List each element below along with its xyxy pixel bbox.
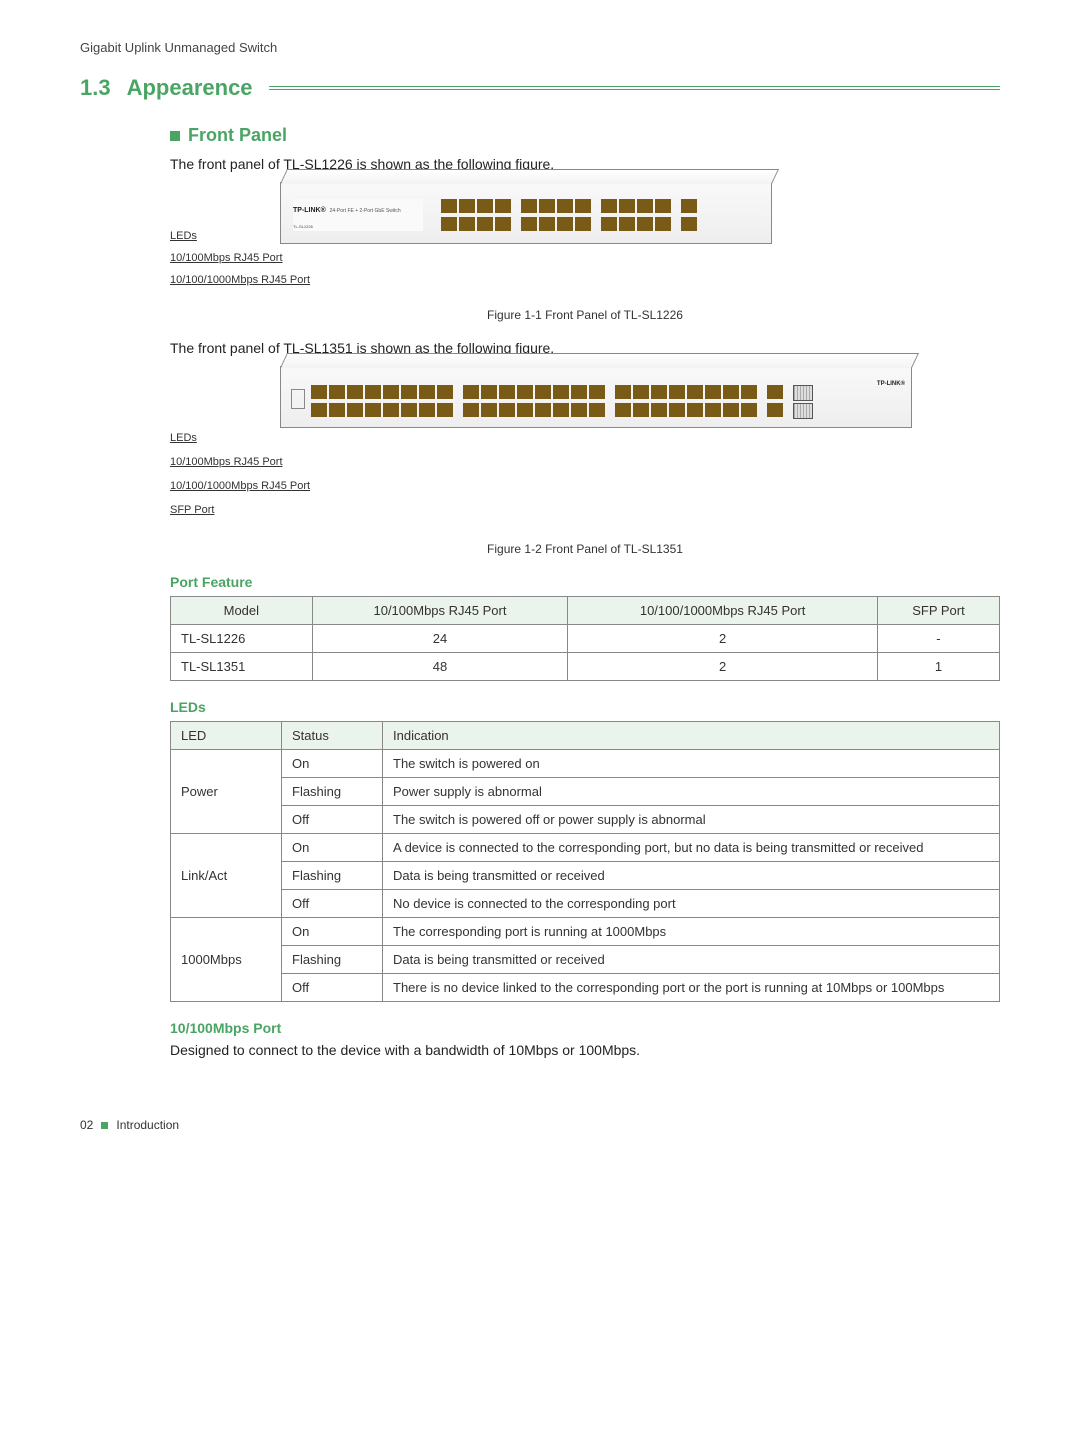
fig2-caption: Figure 1-2 Front Panel of TL-SL1351 [170, 542, 1000, 556]
led-status-cell: Flashing [282, 946, 383, 974]
led-status-cell: On [282, 834, 383, 862]
led-status-cell: Off [282, 974, 383, 1002]
led-indication-cell: Data is being transmitted or received [383, 946, 1000, 974]
port-feature-heading: Port Feature [170, 574, 1000, 590]
led-indication-cell: Data is being transmitted or received [383, 862, 1000, 890]
port-10-100-text: Designed to connect to the device with a… [170, 1042, 1000, 1058]
front-panel-title: Front Panel [188, 125, 287, 146]
bullet-icon [170, 131, 180, 141]
led-name-cell: Link/Act [171, 834, 282, 918]
led-indication-cell: A device is connected to the correspondi… [383, 834, 1000, 862]
led-indication-cell: Power supply is abnormal [383, 778, 1000, 806]
table-row: 1000MbpsOnThe corresponding port is runn… [171, 918, 1000, 946]
cell: 2 [568, 625, 878, 653]
led-indication-cell: The switch is powered off or power suppl… [383, 806, 1000, 834]
table-row: FlashingPower supply is abnormal [171, 778, 1000, 806]
page-number: 02 [80, 1118, 93, 1132]
footer-dot-icon [101, 1122, 108, 1129]
label-leds-2: LEDs [170, 432, 197, 444]
figure-1-2: TP-LINK® LEDs 10/100Mbps RJ45 Port 10/10… [170, 366, 1000, 536]
leds-heading: LEDs [170, 699, 1000, 715]
col-10-100-1000: 10/100/1000Mbps RJ45 Port [568, 597, 878, 625]
cell: 24 [312, 625, 568, 653]
table-row: FlashingData is being transmitted or rec… [171, 862, 1000, 890]
table-row: OffThe switch is powered off or power su… [171, 806, 1000, 834]
table-header-row: LED Status Indication [171, 722, 1000, 750]
section-num: 1.3 [80, 75, 111, 101]
col-model: Model [171, 597, 313, 625]
table-row: Link/ActOnA device is connected to the c… [171, 834, 1000, 862]
table-row: TL-SL1351 48 2 1 [171, 653, 1000, 681]
switch-1226-illustration: TP-LINK® 24-Port FE + 2-Port GbE Switch … [280, 182, 772, 244]
doc-title: Gigabit Uplink Unmanaged Switch [80, 40, 277, 55]
fig1-caption: Figure 1-1 Front Panel of TL-SL1226 [170, 308, 1000, 322]
figure-1-1: TP-LINK® 24-Port FE + 2-Port GbE Switch … [170, 182, 1000, 302]
table-header-row: Model 10/100Mbps RJ45 Port 10/100/1000Mb… [171, 597, 1000, 625]
led-name-cell: 1000Mbps [171, 918, 282, 1002]
cell: 1 [877, 653, 999, 681]
section-rule [269, 86, 1000, 90]
footer-label: Introduction [116, 1118, 179, 1132]
col-10-100: 10/100Mbps RJ45 Port [312, 597, 568, 625]
brand-right: TP-LINK® [877, 381, 905, 387]
led-status-cell: On [282, 918, 383, 946]
label-10-100-1000-2: 10/100/1000Mbps RJ45 Port [170, 480, 310, 492]
section-title: 1.3 Appearence [80, 75, 1000, 101]
cell: - [877, 625, 999, 653]
led-indication-cell: There is no device linked to the corresp… [383, 974, 1000, 1002]
brand-text: TP-LINK® [293, 207, 326, 214]
switch-desc: 24-Port FE + 2-Port GbE Switch [330, 208, 401, 214]
label-sfp: SFP Port [170, 504, 214, 516]
doc-header: Gigabit Uplink Unmanaged Switch [80, 40, 1000, 55]
switch-model: TL-SL1226 [293, 224, 313, 229]
port-10-100-heading: 10/100Mbps Port [170, 1020, 1000, 1036]
label-10-100-2: 10/100Mbps RJ45 Port [170, 456, 283, 468]
col-sfp: SFP Port [877, 597, 999, 625]
led-indication-cell: The switch is powered on [383, 750, 1000, 778]
switch-1351-illustration: TP-LINK® [280, 366, 912, 428]
cell: TL-SL1351 [171, 653, 313, 681]
table-row: PowerOnThe switch is powered on [171, 750, 1000, 778]
table-row: OffThere is no device linked to the corr… [171, 974, 1000, 1002]
led-indication-cell: No device is connected to the correspond… [383, 890, 1000, 918]
page-footer: 02 Introduction [80, 1118, 1000, 1132]
led-status-cell: Flashing [282, 778, 383, 806]
led-name-cell: Power [171, 750, 282, 834]
leds-table: LED Status Indication PowerOnThe switch … [170, 721, 1000, 1002]
led-status-cell: Off [282, 806, 383, 834]
col-status: Status [282, 722, 383, 750]
table-row: TL-SL1226 24 2 - [171, 625, 1000, 653]
led-status-cell: Flashing [282, 862, 383, 890]
table-row: OffNo device is connected to the corresp… [171, 890, 1000, 918]
label-leds: LEDs [170, 230, 197, 242]
col-indication: Indication [383, 722, 1000, 750]
led-indication-cell: The corresponding port is running at 100… [383, 918, 1000, 946]
col-led: LED [171, 722, 282, 750]
label-10-100: 10/100Mbps RJ45 Port [170, 252, 283, 264]
front-panel-heading: Front Panel [170, 125, 1000, 146]
port-feature-table: Model 10/100Mbps RJ45 Port 10/100/1000Mb… [170, 596, 1000, 681]
cell: TL-SL1226 [171, 625, 313, 653]
cell: 2 [568, 653, 878, 681]
content-area: Front Panel The front panel of TL-SL1226… [170, 125, 1000, 1058]
led-status-cell: On [282, 750, 383, 778]
led-status-cell: Off [282, 890, 383, 918]
cell: 48 [312, 653, 568, 681]
table-row: FlashingData is being transmitted or rec… [171, 946, 1000, 974]
label-10-100-1000: 10/100/1000Mbps RJ45 Port [170, 274, 310, 286]
section-name: Appearence [127, 75, 253, 101]
